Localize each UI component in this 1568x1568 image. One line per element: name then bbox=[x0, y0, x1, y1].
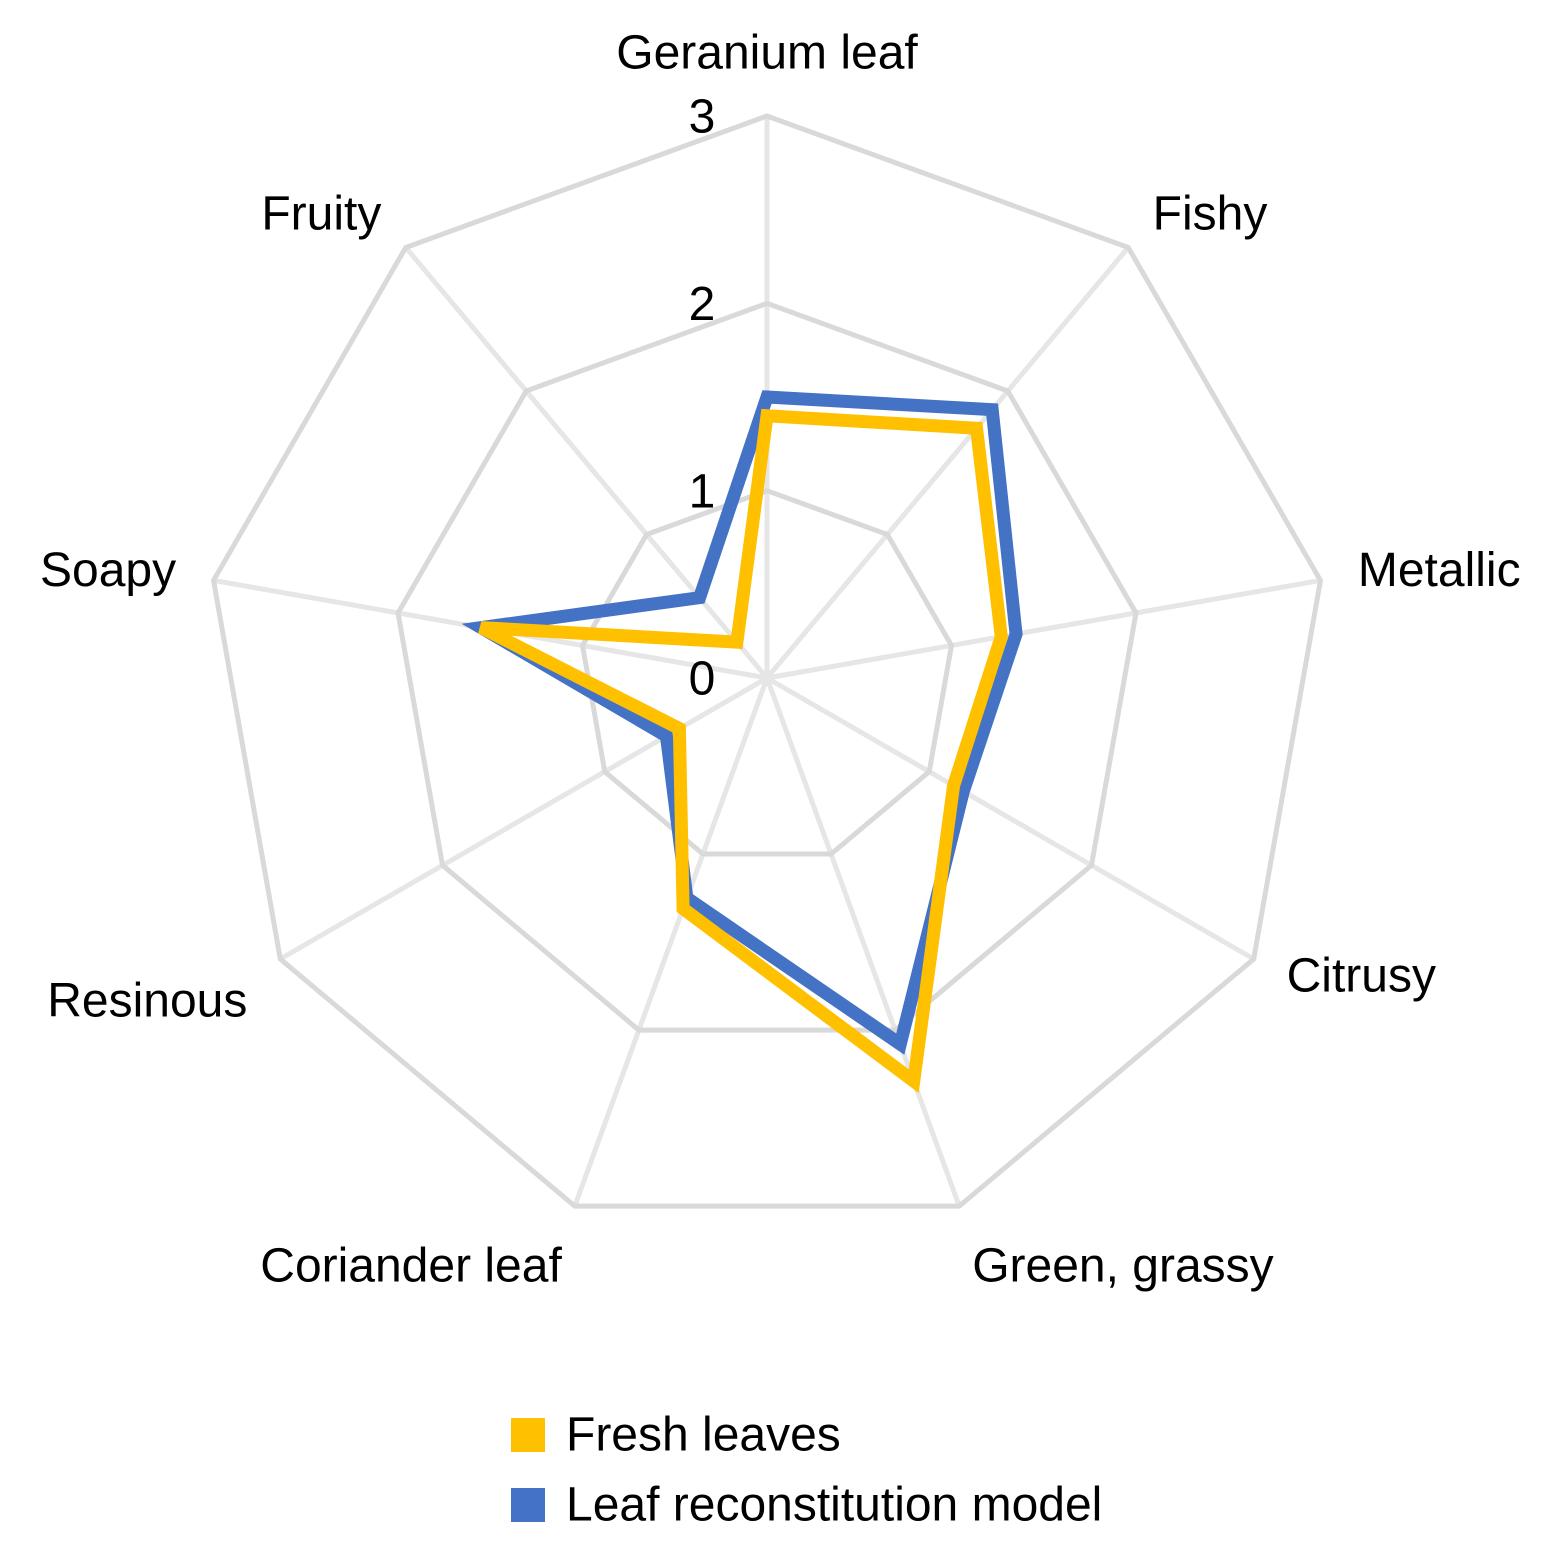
spoke bbox=[764, 677, 962, 1207]
category-label: Fruity bbox=[261, 188, 381, 241]
grid-ring bbox=[395, 300, 1139, 1033]
grid-ring bbox=[579, 488, 955, 857]
spoke bbox=[765, 245, 1131, 680]
category-label: Fishy bbox=[1153, 188, 1268, 241]
category-label: Citrusy bbox=[1287, 950, 1436, 1003]
r-tick-label: 1 bbox=[689, 465, 716, 518]
grid-ring bbox=[210, 113, 1324, 1209]
legend-label: Fresh leaves bbox=[566, 1409, 841, 1462]
series-line bbox=[461, 390, 1023, 1055]
spoke bbox=[572, 677, 770, 1207]
r-tick-label: 2 bbox=[689, 278, 716, 331]
r-tick-label: 0 bbox=[689, 653, 716, 706]
spoke bbox=[766, 577, 1321, 681]
category-label: Geranium leaf bbox=[616, 27, 918, 80]
r-tick-label: 3 bbox=[689, 91, 716, 144]
spoke bbox=[403, 245, 769, 680]
spoke bbox=[279, 675, 769, 962]
category-label: Coriander leaf bbox=[260, 1239, 562, 1292]
category-label: Green, grassy bbox=[972, 1239, 1273, 1292]
category-label: Metallic bbox=[1358, 544, 1521, 597]
legend-swatch bbox=[511, 1488, 545, 1522]
category-label: Soapy bbox=[40, 544, 176, 597]
spoke bbox=[765, 675, 1255, 962]
legend-label: Leaf reconstitution model bbox=[566, 1479, 1102, 1532]
series-line bbox=[478, 408, 1008, 1093]
category-label: Resinous bbox=[47, 975, 247, 1028]
legend-swatch bbox=[511, 1418, 545, 1452]
